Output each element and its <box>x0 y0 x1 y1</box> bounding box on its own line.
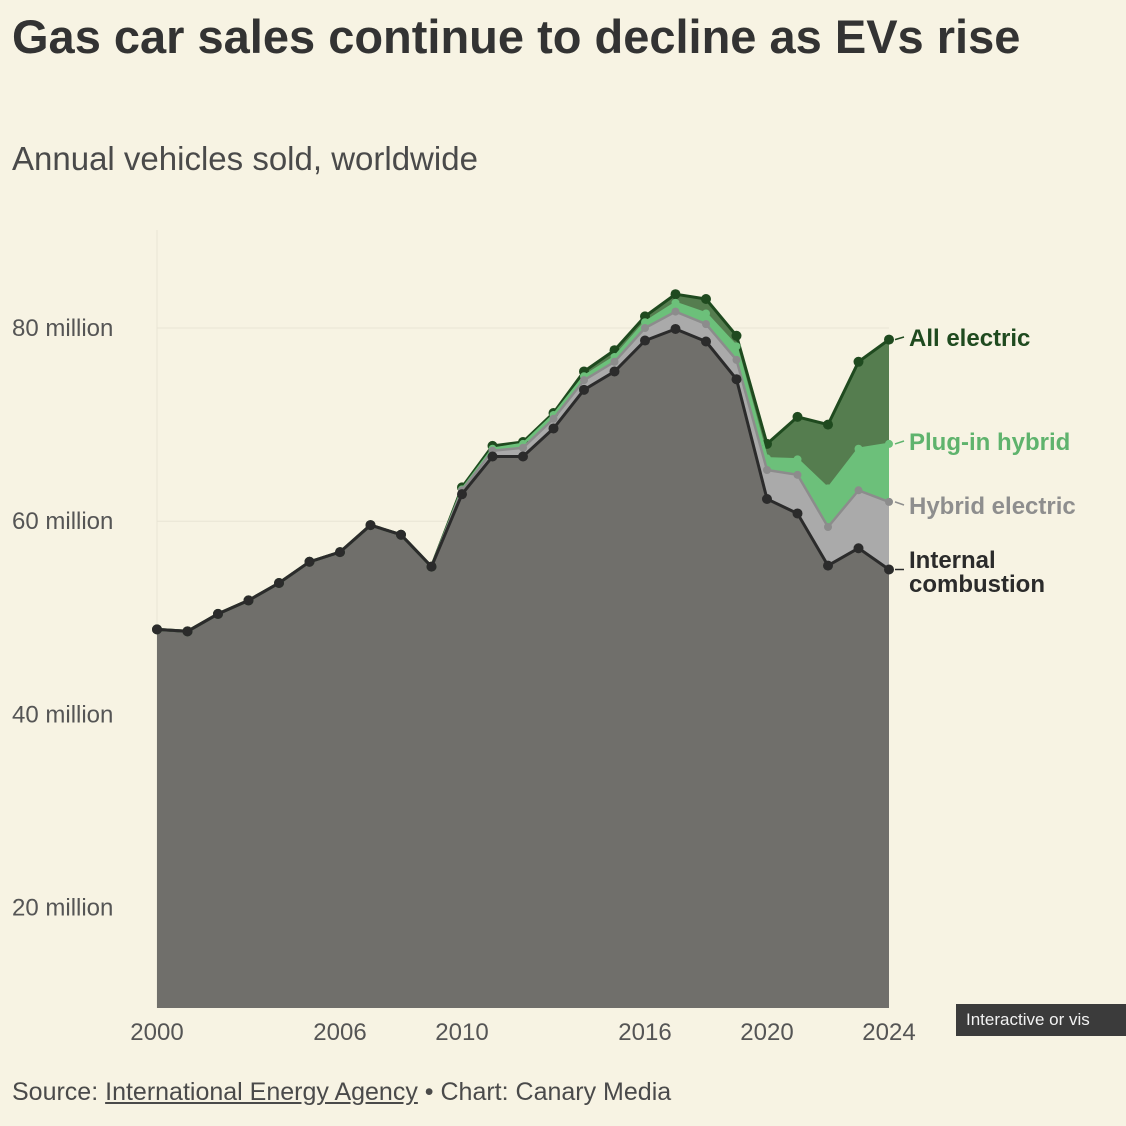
source-link[interactable]: International Energy Agency <box>105 1078 418 1106</box>
hybrid-electric-point[interactable] <box>610 357 619 366</box>
internal-combustion-point[interactable] <box>365 520 376 531</box>
source-suffix: • Chart: Canary Media <box>424 1078 672 1106</box>
plug-in-hybrid-point[interactable] <box>671 298 680 307</box>
all-electric-label: All electric <box>909 325 1030 352</box>
plug-in-hybrid-point[interactable] <box>824 484 832 493</box>
y-tick-label: 20 million <box>12 895 113 922</box>
hybrid-electric-label: Hybrid electric <box>909 493 1076 520</box>
internal-combustion-area <box>157 329 889 1008</box>
internal-combustion-point[interactable] <box>548 423 559 434</box>
internal-combustion-point[interactable] <box>213 608 223 619</box>
hybrid-electric-point[interactable] <box>732 355 741 364</box>
internal-combustion-point[interactable] <box>640 335 650 346</box>
internal-combustion-point[interactable] <box>762 493 772 504</box>
internal-combustion-point[interactable] <box>609 366 620 377</box>
internal-combustion-point[interactable] <box>396 529 406 540</box>
x-tick-label: 2006 <box>313 1019 366 1046</box>
x-tick-label: 2000 <box>130 1019 183 1046</box>
y-tick-label: 40 million <box>12 701 113 728</box>
y-tick-label: 60 million <box>12 508 113 535</box>
all-electric-point[interactable] <box>640 311 650 322</box>
x-tick-label: 2010 <box>435 1019 488 1046</box>
x-tick-label: 2016 <box>618 1019 671 1046</box>
hybrid-electric-point[interactable] <box>549 414 558 423</box>
plug-in-hybrid-point[interactable] <box>702 309 710 318</box>
hybrid-electric-point[interactable] <box>885 497 893 506</box>
hybrid-electric-point[interactable] <box>824 522 832 531</box>
internal-combustion-point[interactable] <box>182 626 193 637</box>
internal-combustion-point[interactable] <box>274 578 284 589</box>
internal-combustion-label: combustion <box>909 571 1045 598</box>
internal-combustion-point[interactable] <box>426 561 437 572</box>
internal-combustion-label: Internal <box>909 547 996 574</box>
internal-combustion-point[interactable] <box>243 595 254 606</box>
all-electric-point[interactable] <box>884 334 894 345</box>
internal-combustion-point[interactable] <box>335 547 345 558</box>
all-electric-point[interactable] <box>792 411 803 422</box>
plug-in-hybrid-point[interactable] <box>641 318 649 327</box>
all-electric-point[interactable] <box>853 356 864 367</box>
plug-in-hybrid-point[interactable] <box>885 439 893 448</box>
x-tick-label: 2024 <box>862 1019 915 1046</box>
chart-title: Gas car sales continue to decline as EVs… <box>12 10 1021 63</box>
hybrid-electric-point[interactable] <box>671 307 680 316</box>
all-electric-label-leader <box>894 336 905 341</box>
internal-combustion-point[interactable] <box>304 556 315 567</box>
hybrid-electric-point[interactable] <box>763 466 771 475</box>
internal-combustion-point[interactable] <box>731 374 742 385</box>
all-electric-point[interactable] <box>823 419 833 430</box>
all-electric-point[interactable] <box>701 294 711 305</box>
x-tick-label: 2020 <box>740 1019 793 1046</box>
internal-combustion-point[interactable] <box>792 508 803 519</box>
hybrid-electric-point[interactable] <box>580 376 588 385</box>
internal-combustion-point[interactable] <box>579 384 589 395</box>
interactive-badge[interactable]: Interactive or vis <box>956 1004 1126 1036</box>
hybrid-electric-point[interactable] <box>641 324 649 332</box>
internal-combustion-point[interactable] <box>670 323 681 334</box>
internal-combustion-point[interactable] <box>152 624 162 635</box>
plug-in-hybrid-point[interactable] <box>732 342 741 351</box>
plug-in-hybrid-point[interactable] <box>854 444 863 453</box>
hybrid-electric-label-leader <box>894 501 905 506</box>
plug-in-hybrid-point[interactable] <box>793 455 802 464</box>
chart-subtitle: Annual vehicles sold, worldwide <box>12 140 478 177</box>
source-line: Source: International Energy Agency • Ch… <box>12 1078 671 1107</box>
all-electric-point[interactable] <box>731 330 742 341</box>
internal-combustion-point[interactable] <box>701 336 711 347</box>
hybrid-electric-point[interactable] <box>519 443 527 452</box>
plug-in-hybrid-label: Plug-in hybrid <box>909 429 1070 456</box>
hybrid-electric-point[interactable] <box>854 486 863 495</box>
internal-combustion-point[interactable] <box>457 489 467 500</box>
internal-combustion-point[interactable] <box>518 451 528 462</box>
all-electric-point[interactable] <box>670 289 681 300</box>
internal-combustion-point[interactable] <box>853 543 864 554</box>
hybrid-electric-point[interactable] <box>702 320 710 329</box>
internal-combustion-point[interactable] <box>487 451 498 462</box>
hybrid-electric-point[interactable] <box>793 470 802 479</box>
internal-combustion-point[interactable] <box>823 560 833 571</box>
source-prefix: Source: <box>12 1078 99 1106</box>
y-tick-label: 80 million <box>12 315 113 342</box>
plug-in-hybrid-label-leader <box>894 440 905 445</box>
internal-combustion-point[interactable] <box>884 564 894 575</box>
